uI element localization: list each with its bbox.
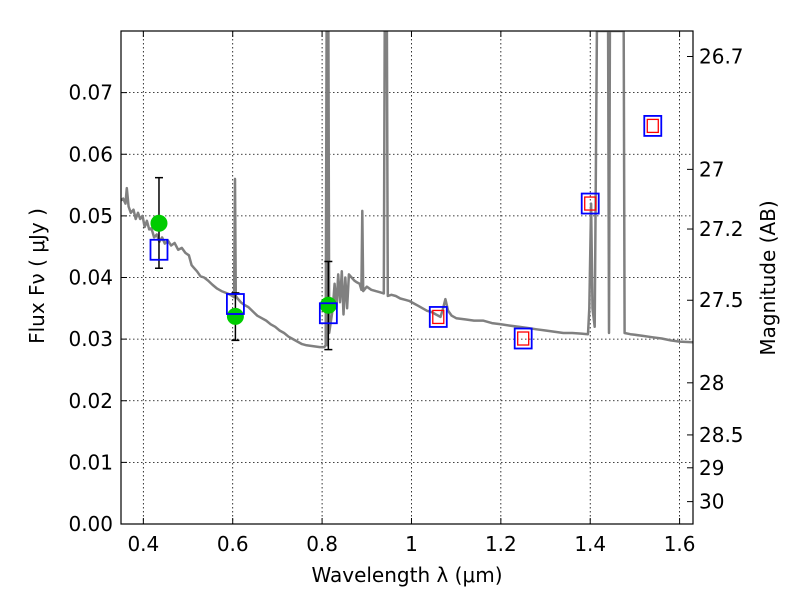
model-spectrum-line [121,31,693,349]
y2-tick-label: 28 [699,371,724,395]
y2-tick-label: 27 [699,157,724,181]
model-photometry-inner-square [432,309,445,325]
model-photometry-square [580,192,600,215]
model-spectrum-layer [121,31,693,349]
y-axis-ticks: 0.00 0.01 0.02 0.03 0.04 0.05 0.06 0.07 [68,81,127,536]
y2-axis-label: Magnitude (AB) [756,200,780,355]
y-tick-label: 0.03 [68,327,113,351]
y2-tick-label: 27.2 [699,217,744,241]
x-axis-ticks: 0.4 0.6 0.8 1 1.2 1.4 1.6 [127,31,696,556]
model-photometry-inner-square [584,196,597,211]
x-tick-label: 1.6 [664,532,696,556]
y-tick-label: 0.05 [68,204,113,228]
y2-tick-label: 27.5 [699,288,744,312]
x-tick-label: 0.8 [306,532,338,556]
x-tick-label: 1.4 [574,532,606,556]
y-tick-label: 0.07 [68,81,113,105]
model-photometry-square [428,306,448,328]
observed-point [319,296,337,314]
y2-tick-label: 26.7 [699,44,744,68]
model-photometry-layer [149,115,663,350]
model-photometry-square [225,293,245,315]
y2-tick-label: 29 [699,456,724,480]
y-tick-label: 0.02 [68,389,113,413]
y-tick-label: 0.01 [68,450,113,474]
model-photometry-square [149,238,169,261]
x-tick-label: 1.2 [485,532,517,556]
model-photometry-square [318,302,338,325]
x-axis-label: Wavelength λ (μm) [311,563,502,587]
observed-point [150,214,168,232]
x-tick-label: 0.6 [217,532,249,556]
model-photometry-square [513,327,533,350]
y-tick-label: 0.00 [68,512,113,536]
observed-points-layer [150,214,337,325]
x-tick-label: 1 [405,532,418,556]
model-photometry-square [643,115,663,137]
model-photometry-inner-square [646,118,659,134]
y-tick-label: 0.06 [68,142,113,166]
y2-tick-label: 28.5 [699,423,744,447]
y-tick-label: 0.04 [68,266,113,290]
y2-tick-label: 30 [699,490,724,514]
y-axis-label: Flux Fν ( μJy ) [25,208,49,344]
y2-axis-ticks: 26.7 27 27.2 27.5 28 28.5 29 30 [687,44,744,514]
observed-point [226,307,244,325]
model-photometry-inner-square [517,331,530,346]
x-tick-label: 0.4 [127,532,159,556]
